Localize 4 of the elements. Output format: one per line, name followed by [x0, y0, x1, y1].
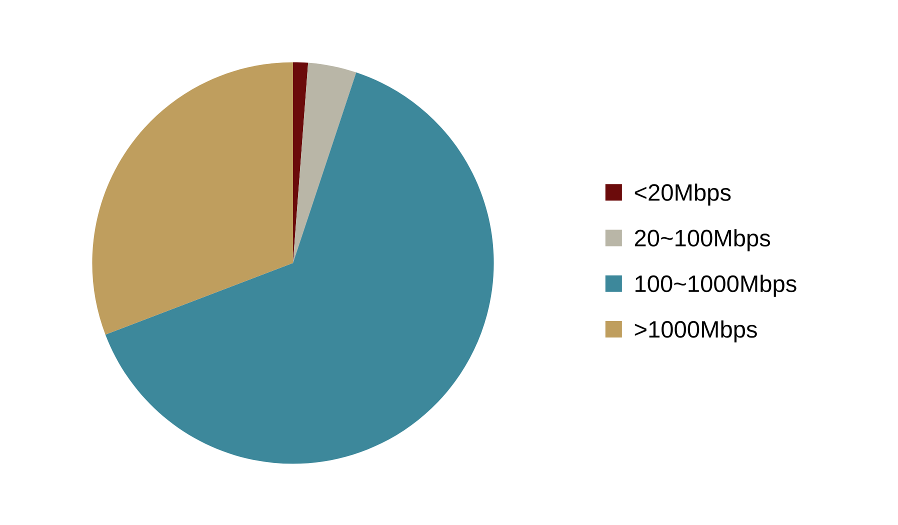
- legend-label: 20~100Mbps: [634, 229, 770, 252]
- legend-label: >1000Mbps: [634, 320, 757, 342]
- legend-label: <20Mbps: [634, 184, 731, 206]
- legend-label: 100~1000Mbps: [636, 274, 796, 297]
